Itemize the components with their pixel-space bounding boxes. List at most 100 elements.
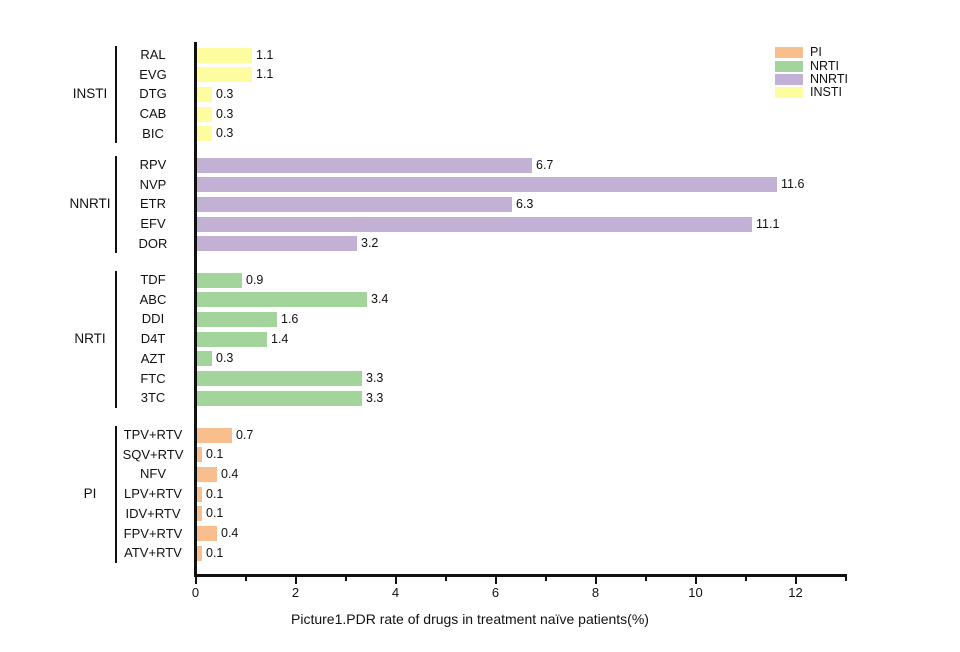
bar <box>197 506 202 522</box>
bar <box>197 106 212 122</box>
value-label: 0.3 <box>216 106 234 121</box>
value-label: 1.1 <box>256 47 274 62</box>
drug-label: ATV+RTV <box>124 545 182 561</box>
x-axis-minor-tick <box>844 575 847 581</box>
legend-item-nrti: NRTI <box>775 59 848 72</box>
drug-label: BIC <box>142 125 164 141</box>
drug-label: LPV+RTV <box>124 486 182 502</box>
value-label: 3.3 <box>366 390 384 405</box>
drug-label: DTG <box>139 86 167 102</box>
chart-title: Picture1.PDR rate of drugs in treatment … <box>291 611 649 627</box>
legend-swatch-insti <box>775 87 803 99</box>
drug-label: TPV+RTV <box>123 427 183 442</box>
bar <box>197 86 212 102</box>
x-axis-tick <box>594 575 597 584</box>
bar <box>197 331 267 347</box>
x-tick-label: 2 <box>291 585 300 600</box>
bar <box>197 47 252 63</box>
x-axis-minor-tick <box>444 575 447 581</box>
bar <box>197 67 252 83</box>
bar <box>197 311 277 327</box>
x-tick-label: 8 <box>591 585 600 600</box>
drug-label: TDF <box>140 272 166 287</box>
drug-label: AZT <box>140 350 166 366</box>
x-tick-label: 10 <box>688 585 703 600</box>
legend-swatch-pi <box>775 47 803 59</box>
legend-swatch-nrti <box>775 60 803 72</box>
bar <box>197 466 217 482</box>
value-label: 6.7 <box>536 157 554 172</box>
group-label: NRTI <box>74 331 106 347</box>
value-label: 1.6 <box>281 311 299 326</box>
y-axis-line <box>194 42 197 577</box>
bar <box>197 526 217 541</box>
value-label: 0.4 <box>221 526 239 540</box>
value-label: 0.9 <box>246 272 264 287</box>
value-label: 0.3 <box>216 351 234 366</box>
value-label: 11.6 <box>781 177 805 192</box>
bar <box>197 371 362 386</box>
drug-label: DDI <box>141 311 165 327</box>
bar <box>197 216 752 232</box>
legend-label: INSTI <box>810 85 842 100</box>
bar <box>197 272 242 288</box>
bar <box>197 126 212 142</box>
value-label: 3.4 <box>371 292 389 307</box>
x-axis-tick <box>494 575 497 584</box>
x-axis-tick <box>694 575 697 584</box>
value-label: 3.2 <box>361 236 379 251</box>
x-axis-minor-tick <box>544 575 547 581</box>
bar <box>197 447 202 463</box>
x-axis-minor-tick <box>344 575 347 581</box>
drug-label: FPV+RTV <box>123 525 183 541</box>
drug-label: CAB <box>139 106 167 122</box>
bar <box>197 486 202 502</box>
bar <box>197 545 202 561</box>
drug-label: FTC <box>140 370 166 386</box>
value-label: 0.3 <box>216 86 234 101</box>
x-axis-tick <box>394 575 397 584</box>
drug-label: ETR <box>140 196 166 212</box>
drug-label: EVG <box>139 66 167 82</box>
legend-item-nnrti: NNRTI <box>775 72 848 86</box>
x-tick-label: 4 <box>391 585 400 600</box>
value-label: 1.4 <box>271 331 289 346</box>
group-bracket-line <box>115 270 117 408</box>
drug-label: RAL <box>140 47 166 62</box>
x-axis-minor-tick <box>244 575 247 581</box>
drug-label: EFV <box>140 216 166 232</box>
group-label: INSTI <box>72 86 108 102</box>
x-tick-label: 0 <box>191 585 200 600</box>
group-bracket-line <box>115 425 117 563</box>
drug-label: RPV <box>139 157 167 172</box>
drug-label: SQV+RTV <box>122 446 184 462</box>
drug-label: NVP <box>139 176 167 192</box>
bar <box>197 427 232 443</box>
bar <box>197 351 212 367</box>
x-axis-tick <box>294 575 297 584</box>
value-label: 1.1 <box>256 67 274 82</box>
group-bracket-line <box>115 155 117 254</box>
drug-label: 3TC <box>140 390 166 406</box>
value-label: 0.3 <box>216 126 234 141</box>
x-tick-label: 12 <box>788 585 803 600</box>
bar <box>197 196 512 212</box>
value-label: 11.1 <box>756 216 780 231</box>
bar <box>197 236 357 252</box>
legend-label: PI <box>810 45 822 60</box>
value-label: 3.3 <box>366 371 384 385</box>
bar <box>197 292 367 308</box>
value-label: 0.1 <box>206 545 224 560</box>
x-axis-line <box>194 574 847 577</box>
value-label: 0.1 <box>206 506 224 521</box>
bar <box>197 390 362 406</box>
bar <box>197 177 777 193</box>
value-label: 0.1 <box>206 447 224 462</box>
drug-label: IDV+RTV <box>125 505 181 521</box>
legend-item-pi: PI <box>775 46 848 59</box>
x-axis-minor-tick <box>644 575 647 581</box>
legend-swatch-nnrti <box>775 73 803 85</box>
group-bracket-line <box>115 45 117 144</box>
